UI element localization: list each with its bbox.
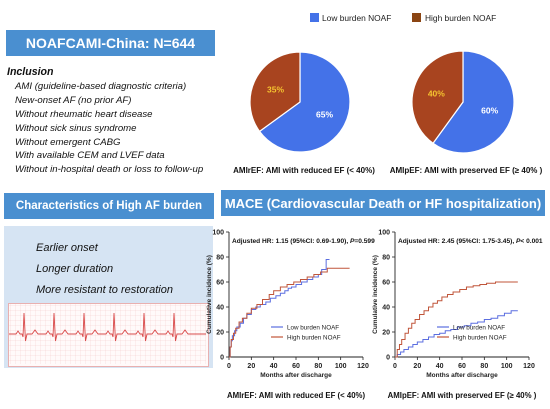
mace-heading: MACE (Cardiovascular Death or HF hospita… xyxy=(224,195,542,211)
pie-amipef: 60% 40% xyxy=(411,50,515,154)
y-tick-label: 40 xyxy=(216,305,224,312)
x-tick-label: 0 xyxy=(393,363,397,370)
y-tick-label: 80 xyxy=(382,255,390,262)
x-tick-label: 100 xyxy=(501,363,513,370)
inclusion-item: Without in-hospital death or loss to fol… xyxy=(15,164,204,176)
legend-label: High burden NOAF xyxy=(287,335,341,342)
y-axis-label: Cumulative incidence (%) xyxy=(372,255,379,334)
inclusion-item: Without emergent CABG xyxy=(15,136,121,148)
x-tick-label: 100 xyxy=(335,363,347,370)
y-tick-label: 100 xyxy=(212,230,224,237)
x-tick-label: 120 xyxy=(523,363,535,370)
pie-amiref: 65% 35% xyxy=(249,51,351,153)
km-caption: AMIpEF: AMI with preserved EF (≥ 40% ) xyxy=(388,391,537,400)
x-tick-label: 0 xyxy=(227,363,231,370)
legend-label-low: Low burden NOAF xyxy=(322,13,391,23)
characteristics-heading: Characteristics of High AF burden xyxy=(15,200,203,212)
hr-annotation: Adjusted HR: 1.15 (95%CI: 0.69-1.90), P=… xyxy=(232,238,375,245)
characteristic-item: Longer duration xyxy=(36,263,114,275)
p-letter: P xyxy=(516,238,521,245)
hr-annotation: Adjusted HR: 2.45 (95%CI: 1.75-3.45), P<… xyxy=(398,238,543,245)
x-tick-label: 60 xyxy=(292,363,300,370)
x-tick-label: 80 xyxy=(314,363,322,370)
km-plot-amiref: 0 20 40 60 80 100 0 20 40 60 80 100 120 Months after … xyxy=(206,230,375,401)
x-tick-label: 80 xyxy=(480,363,488,370)
pie-slice-label: 35% xyxy=(267,85,284,95)
series-line-high xyxy=(395,281,518,358)
inclusion-item: New-onset AF (no prior AF) xyxy=(15,94,132,106)
legend-swatch-low xyxy=(310,13,319,22)
characteristic-item: Earlier onset xyxy=(36,242,98,254)
legend-label: High burden NOAF xyxy=(453,335,507,342)
y-tick-label: 60 xyxy=(382,280,390,287)
y-tick-label: 0 xyxy=(220,355,224,362)
km-plot-amipef: 0 20 40 60 80 100 0 20 40 60 80 100 120 Months after … xyxy=(372,230,543,401)
hr-text: Adjusted HR: 1.15 (95%CI: 0.69-1.90), xyxy=(232,238,350,245)
pie-slice-label: 60% xyxy=(481,106,498,116)
p-letter: P xyxy=(350,238,355,245)
km-caption: AMIrEF: AMI with reduced EF (< 40%) xyxy=(227,391,366,400)
pie-slice xyxy=(258,51,351,153)
p-value: =0.599 xyxy=(354,238,375,245)
pie-slice xyxy=(249,51,301,133)
pie-slice-label: 40% xyxy=(428,88,445,98)
inclusion-item: AMI (guideline-based diagnostic criteria… xyxy=(15,80,187,92)
y-tick-label: 20 xyxy=(382,330,390,337)
x-tick-label: 40 xyxy=(436,363,444,370)
series-line-low xyxy=(395,310,518,358)
inclusion-heading: Inclusion xyxy=(7,66,54,78)
y-tick-label: 40 xyxy=(382,305,390,312)
x-tick-label: 120 xyxy=(357,363,369,370)
ecg-trace xyxy=(9,312,206,342)
inclusion-item: Without rheumatic heart disease xyxy=(15,108,153,120)
legend-label-high: High burden NOAF xyxy=(425,13,496,23)
legend-label: Low burden NOAF xyxy=(287,325,339,332)
y-tick-label: 20 xyxy=(216,330,224,337)
x-axis-label: Months after discharge xyxy=(260,372,332,379)
pie-slice xyxy=(411,50,464,145)
p-value: < 0.001 xyxy=(520,238,543,245)
y-tick-label: 100 xyxy=(378,230,390,237)
inclusion-item: Without sick sinus syndrome xyxy=(15,122,137,134)
y-tick-label: 60 xyxy=(216,280,224,287)
series-line-high xyxy=(229,267,350,358)
y-tick-label: 80 xyxy=(216,255,224,262)
pie-slice-label: 65% xyxy=(316,109,333,119)
characteristic-item: More resistant to restoration xyxy=(36,284,173,296)
title-banner: NOAFCAMI-China: N=644 xyxy=(6,30,215,56)
x-axis-label: Months after discharge xyxy=(426,372,498,379)
pie-caption-amiref: AMIrEF: AMI with reduced EF (< 40%) xyxy=(233,166,375,175)
x-tick-label: 20 xyxy=(247,363,255,370)
pie-caption-amipef: AMIpEF: AMI with preserved EF (≥ 40% ) xyxy=(390,166,543,175)
x-tick-label: 40 xyxy=(270,363,278,370)
y-axis-label: Cumulative incidence (%) xyxy=(206,255,213,334)
y-tick-label: 0 xyxy=(386,355,390,362)
pie-slice xyxy=(432,50,515,154)
x-tick-label: 60 xyxy=(458,363,466,370)
legend-label: Low burden NOAF xyxy=(453,325,505,332)
x-tick-label: 20 xyxy=(413,363,421,370)
inclusion-list: Inclusion AMI (guideline-based diagnosti… xyxy=(7,66,232,177)
characteristics-banner: Characteristics of High AF burden xyxy=(4,193,214,219)
hr-text: Adjusted HR: 2.45 (95%CI: 1.75-3.45), xyxy=(398,238,516,245)
legend-swatch-high xyxy=(412,13,421,22)
page-title: NOAFCAMI-China: N=644 xyxy=(25,35,196,51)
mace-banner: MACE (Cardiovascular Death or HF hospita… xyxy=(221,190,545,216)
inclusion-item: With available CEM and LVEF data xyxy=(15,150,165,162)
